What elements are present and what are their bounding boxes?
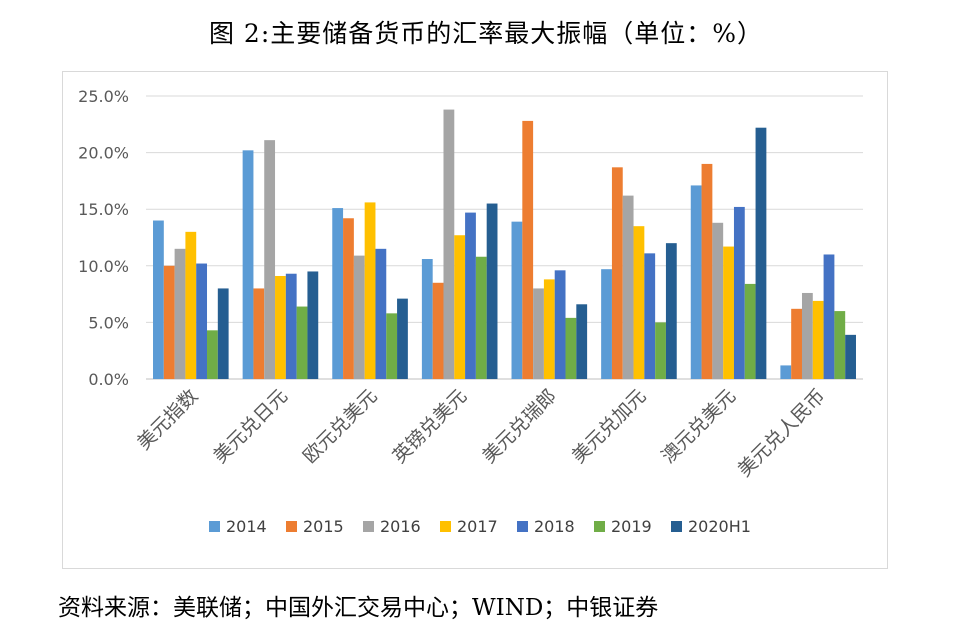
legend-swatch (517, 521, 528, 532)
bar-2017 (543, 279, 555, 379)
x-tick-label: 美元兑瑞郎 (478, 385, 561, 468)
legend-label: 2016 (380, 517, 421, 536)
bar-2018 (465, 212, 476, 379)
legend-label: 2018 (534, 517, 575, 536)
y-tick-label: 5.0% (88, 313, 129, 332)
bar-2020H1 (576, 304, 588, 379)
bar-2016 (353, 255, 365, 379)
bar-2014 (332, 208, 344, 379)
bar-2015 (701, 163, 713, 379)
y-axis-ticks: 0.0% 5.0% 10.0% 15.0% 20.0% 25.0% (78, 87, 129, 389)
bar-2019 (386, 313, 398, 379)
legend-label: 2019 (611, 517, 652, 536)
bar-2014 (421, 259, 433, 379)
bar-2016 (533, 288, 544, 379)
x-tick-label: 美元兑人民币 (734, 385, 830, 481)
legend-item: 2018 (517, 517, 575, 536)
bar-2019 (296, 306, 308, 379)
bar-2019 (834, 311, 846, 379)
x-tick-label: 欧元兑美元 (299, 385, 382, 468)
y-tick-label: 0.0% (88, 370, 129, 389)
legend-item: 2017 (440, 517, 498, 536)
y-tick-label: 25.0% (78, 87, 129, 106)
bar-2014 (153, 220, 164, 379)
bar-2016 (443, 109, 455, 380)
x-tick-label: 英镑兑美元 (388, 385, 471, 468)
y-tick-label: 10.0% (78, 257, 129, 276)
bar-2015 (611, 167, 623, 379)
x-tick-label: 美元指数 (133, 385, 202, 454)
bar-2018 (823, 254, 835, 379)
bar-2017 (364, 202, 376, 379)
bar-2014 (780, 365, 792, 379)
bar-2017 (185, 231, 197, 379)
bar-2020H1 (665, 243, 677, 379)
bar-2015 (343, 218, 354, 379)
bar-2018 (196, 263, 208, 379)
source-note: 资料来源：美联储；中国外汇交易中心；WIND；中银证券 (58, 595, 659, 621)
bar-2018 (733, 206, 745, 379)
bar-2018 (375, 248, 387, 379)
bar-2014 (690, 185, 702, 379)
bar-2019 (475, 256, 487, 379)
legend-swatch (286, 521, 297, 532)
bar-2016 (174, 248, 186, 379)
bars (153, 109, 856, 380)
bar-2016 (264, 140, 276, 379)
bar-2015 (253, 288, 265, 379)
bar-2020H1 (397, 298, 408, 379)
legend-swatch (209, 521, 220, 532)
bar-2019 (207, 330, 218, 379)
bar-2020H1 (307, 271, 319, 379)
bar-2020H1 (845, 334, 856, 379)
bar-2016 (801, 292, 813, 379)
bar-2016 (712, 222, 724, 379)
bar-2017 (275, 275, 286, 379)
bar-2016 (622, 195, 634, 379)
bar-2017 (812, 300, 824, 379)
chart-frame: 0.0% 5.0% 10.0% 15.0% 20.0% 25.0% 美元指数 美元兑日元 欧元… (62, 71, 888, 569)
bar-2014 (511, 221, 523, 379)
x-tick-label: 澳元兑美元 (657, 385, 740, 468)
y-tick-label: 20.0% (78, 144, 129, 163)
legend-item: 2019 (594, 517, 652, 536)
legend-swatch (440, 521, 451, 532)
bar-2015 (522, 120, 534, 380)
legend-item: 2015 (286, 517, 344, 536)
bar-2017 (723, 246, 734, 379)
bar-2017 (633, 226, 645, 379)
bar-chart: 0.0% 5.0% 10.0% 15.0% 20.0% 25.0% 美元指数 美元兑日元 欧元… (78, 87, 863, 536)
bar-2020H1 (755, 127, 767, 379)
legend-item: 2016 (363, 517, 421, 536)
bar-2015 (791, 308, 802, 379)
bar-2018 (285, 273, 297, 379)
legend: 2014 2015 2016 2017 2018 2019 2020H1 (209, 517, 751, 536)
legend-swatch (363, 521, 374, 532)
bar-2019 (565, 317, 577, 379)
bar-2015 (163, 265, 175, 379)
legend-label: 2017 (457, 517, 498, 536)
bar-2020H1 (217, 288, 229, 379)
bar-2020H1 (486, 203, 498, 379)
y-tick-label: 15.0% (78, 200, 129, 219)
bar-2018 (644, 253, 656, 379)
bar-2014 (601, 269, 612, 379)
legend-swatch (594, 521, 605, 532)
legend-item: 2014 (209, 517, 267, 536)
legend-label: 2015 (303, 517, 344, 536)
legend-item: 2020H1 (671, 517, 751, 536)
bar-2019 (744, 283, 756, 379)
x-tick-label: 美元兑日元 (209, 385, 292, 468)
chart-title: 图 2:主要储备货币的汇率最大振幅（单位：%） (208, 19, 764, 48)
x-tick-label: 美元兑加元 (568, 385, 651, 468)
bar-2014 (242, 150, 254, 379)
legend-swatch (671, 521, 682, 532)
bar-2018 (554, 270, 566, 379)
legend-label: 2020H1 (688, 517, 751, 536)
bar-2015 (432, 282, 444, 379)
legend-label: 2014 (226, 517, 267, 536)
bar-2019 (655, 322, 666, 379)
bar-2017 (454, 235, 466, 379)
